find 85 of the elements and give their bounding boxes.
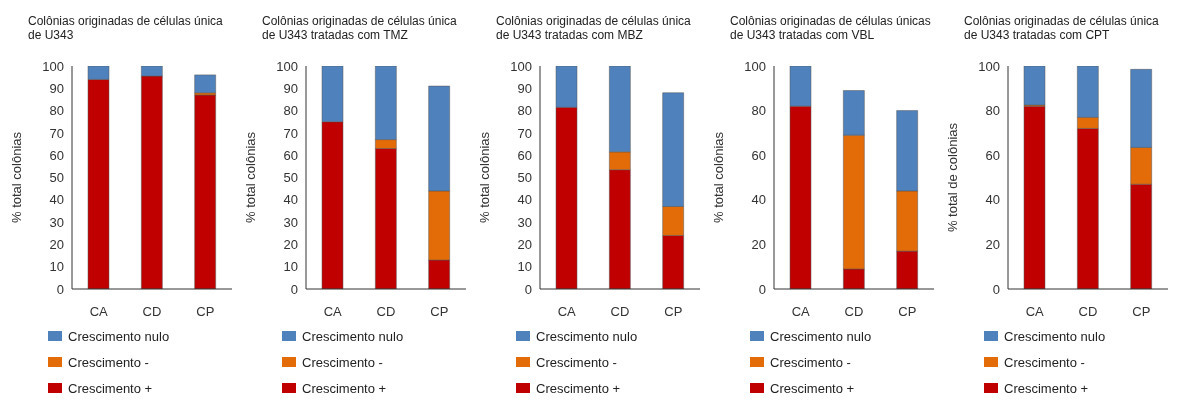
legend-label: Crescimento nulo [536,328,638,344]
legend-label: Crescimento + [302,380,387,396]
legend-label: Crescimento - [302,354,383,370]
y-tick-label: 100 [42,58,64,74]
y-tick-label: 0 [758,281,766,297]
y-tick-label: 20 [751,237,766,253]
legend-label: Crescimento - [1004,354,1085,370]
y-tick-label: 30 [49,214,64,230]
x-tick-label: CP [430,304,449,320]
y-tick-label: 70 [517,125,532,141]
y-tick-label: 10 [517,259,532,275]
x-tick-label: CD [142,304,162,320]
y-tick-label: 10 [49,259,64,275]
y-tick-label: 60 [985,147,1000,163]
y-tick-label: 90 [283,80,298,96]
y-tick-label: 60 [751,147,766,163]
y-tick-label: 50 [517,170,532,186]
y-tick-label: 0 [290,281,298,297]
y-tick-label: 100 [978,58,1000,74]
legend-label: Crescimento + [1004,380,1089,396]
x-tick-label: CD [844,304,864,320]
y-tick-label: 50 [283,170,298,186]
y-axis-title: % total colônias [242,131,258,224]
legend-label: Crescimento nulo [302,328,404,344]
y-tick-label: 10 [283,259,298,275]
y-tick-label: 40 [283,192,298,208]
legend-label: Crescimento - [770,354,851,370]
legend-label: Crescimento nulo [68,328,170,344]
legend-label: Crescimento + [536,380,621,396]
y-tick-label: 80 [517,103,532,119]
legend-label: Crescimento nulo [1004,328,1106,344]
legend-label: Crescimento + [68,380,153,396]
y-tick-label: 60 [517,147,532,163]
y-tick-label: 0 [524,281,532,297]
y-axis-title: % total colônias [8,131,24,224]
chart-title: Colônias originadas de células única de U343 tratadas com MBZ [495,13,692,44]
y-tick-label: 100 [744,58,766,74]
y-tick-label: 50 [49,170,64,186]
x-tick-label: CA [1025,304,1045,320]
y-axis-title: % total colônias [710,131,726,224]
y-axis-title: % total de colônias [944,122,960,233]
legend-label: Crescimento nulo [770,328,872,344]
x-tick-label: CA [323,304,343,320]
x-tick-label: CA [791,304,811,320]
y-tick-label: 70 [283,125,298,141]
x-tick-label: CA [89,304,109,320]
x-tick-label: CP [664,304,683,320]
chart-title: Colônias originadas de células única de U343 [27,13,224,44]
x-tick-label: CP [196,304,215,320]
y-tick-label: 0 [992,281,1000,297]
y-tick-label: 40 [49,192,64,208]
chart-title: Colônias originadas de células única de U343 tratadas com CPT [963,13,1160,44]
y-axis-title: % total colônias [476,131,492,224]
y-tick-label: 80 [985,103,1000,119]
legend-label: Crescimento - [536,354,617,370]
y-tick-label: 90 [49,80,64,96]
x-tick-label: CP [1132,304,1151,320]
y-tick-label: 80 [751,103,766,119]
y-tick-label: 20 [283,237,298,253]
y-tick-label: 30 [517,214,532,230]
y-tick-label: 40 [985,192,1000,208]
x-tick-label: CD [610,304,630,320]
y-tick-label: 0 [56,281,64,297]
legend-label: Crescimento + [770,380,855,396]
y-tick-label: 100 [276,58,298,74]
y-tick-label: 20 [49,237,64,253]
y-tick-label: 20 [985,237,1000,253]
x-tick-label: CD [376,304,396,320]
y-tick-label: 70 [49,125,64,141]
chart-title: Colônias originadas de células única de U343 tratadas com TMZ [261,13,458,44]
y-tick-label: 20 [517,237,532,253]
x-tick-label: CP [898,304,917,320]
y-tick-label: 80 [49,103,64,119]
y-tick-label: 60 [283,147,298,163]
y-tick-label: 60 [49,147,64,163]
legend-label: Crescimento - [68,354,149,370]
y-tick-label: 40 [517,192,532,208]
y-tick-label: 80 [283,103,298,119]
x-tick-label: CD [1078,304,1098,320]
y-tick-label: 90 [517,80,532,96]
chart-title: Colônias originadas de células únicas de U343 tratadas com VBL [729,13,932,44]
x-tick-label: CA [557,304,577,320]
y-tick-label: 40 [751,192,766,208]
y-tick-label: 100 [510,58,532,74]
y-tick-label: 30 [283,214,298,230]
